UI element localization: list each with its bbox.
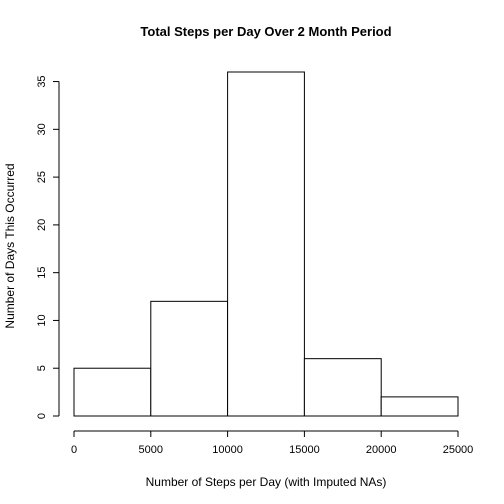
x-tick-label: 25000 xyxy=(443,444,474,456)
x-tick-label: 10000 xyxy=(212,444,243,456)
bars-group xyxy=(74,72,458,416)
y-tick-label: 5 xyxy=(36,365,48,371)
x-tick-label: 5000 xyxy=(139,444,163,456)
y-axis-label: Number of Days This Occurred xyxy=(3,163,17,328)
histogram-bar-3 xyxy=(304,359,381,416)
chart-title: Total Steps per Day Over 2 Month Period xyxy=(140,24,391,39)
y-tick-label: 0 xyxy=(36,413,48,419)
histogram-bar-1 xyxy=(151,301,228,416)
y-tick-label: 15 xyxy=(36,267,48,279)
x-tick-label: 15000 xyxy=(289,444,320,456)
y-axis: 0 5 10 15 20 25 30 35 xyxy=(36,75,59,419)
x-tick-label: 0 xyxy=(71,444,77,456)
x-tick-label: 20000 xyxy=(366,444,397,456)
histogram-bar-2 xyxy=(228,72,305,416)
y-tick-label: 20 xyxy=(36,219,48,231)
x-axis: 0 5000 10000 15000 20000 25000 xyxy=(71,431,473,456)
y-tick-label: 10 xyxy=(36,314,48,326)
y-tick-label: 25 xyxy=(36,171,48,183)
histogram-bar-0 xyxy=(74,368,151,416)
x-axis-label: Number of Steps per Day (with Imputed NA… xyxy=(146,475,387,489)
y-tick-label: 35 xyxy=(36,75,48,87)
y-tick-label: 30 xyxy=(36,123,48,135)
histogram-bar-4 xyxy=(381,397,458,416)
